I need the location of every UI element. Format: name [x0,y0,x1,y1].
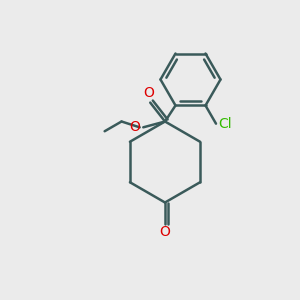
Text: O: O [129,120,140,134]
Text: Cl: Cl [218,117,231,131]
Text: O: O [160,225,170,239]
Text: O: O [143,85,154,100]
